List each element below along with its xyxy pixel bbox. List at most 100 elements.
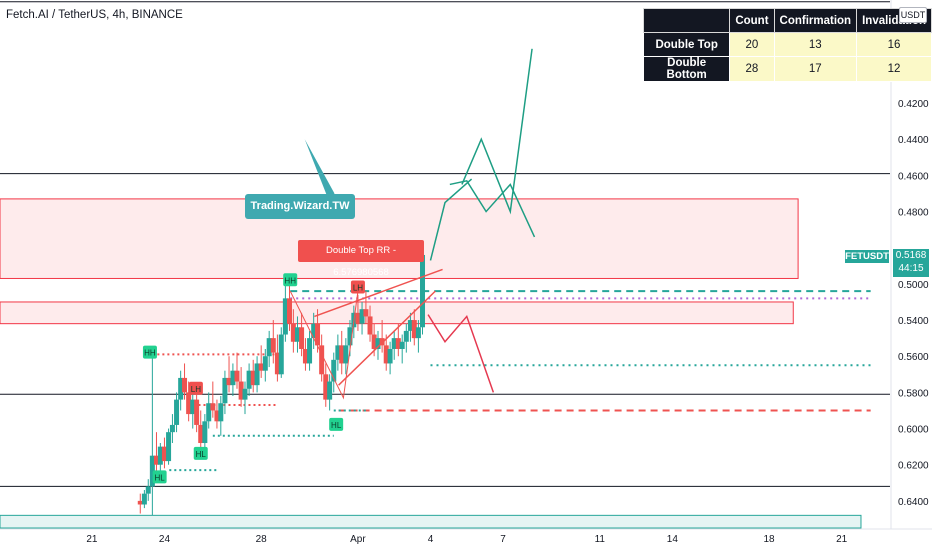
candle-body: [407, 320, 413, 331]
stats-cell-invalidation: 12: [856, 56, 932, 82]
candle-body: [250, 370, 256, 386]
candle-body: [169, 424, 175, 433]
candle-body: [206, 403, 212, 422]
time-tick-label: 21: [836, 534, 848, 545]
triangle-resistance-line: [314, 268, 443, 318]
candle-body: [278, 334, 284, 375]
candle-body: [391, 338, 397, 349]
stats-cell-count: 20: [729, 32, 775, 57]
candle-body: [202, 421, 208, 444]
candle-body: [234, 370, 240, 382]
symbol-tag: FETUSDT: [845, 250, 889, 263]
candle-body: [335, 345, 341, 360]
candle-body: [157, 446, 163, 465]
pivot-label: HL: [196, 450, 207, 459]
price-tick-label: 0.5000: [898, 280, 929, 291]
stats-row-double-bottom: Double Bottom 28 17 12: [642, 56, 932, 82]
candle-body: [367, 316, 373, 335]
candle-body: [141, 493, 147, 505]
candle-body: [411, 320, 417, 339]
candle-body: [294, 327, 300, 342]
candle-body: [420, 254, 426, 328]
candle-body: [222, 377, 228, 404]
pattern-stats-table: Count Confirmation Invalidation Double T…: [642, 8, 932, 82]
candle-body: [230, 370, 236, 386]
pivot-marker: [350, 280, 365, 294]
candle-body: [194, 399, 200, 425]
supply-zone: [0, 301, 794, 325]
pivot-marker: [283, 273, 298, 287]
candle-body: [395, 338, 401, 349]
bullish-projection-c: [449, 179, 536, 238]
stats-col-confirmation: Confirmation: [773, 8, 858, 33]
price-tick-label: 0.6200: [898, 461, 929, 472]
pivot-label: HH: [284, 276, 296, 285]
chart-title: Fetch.AI / TetherUS, 4h, BINANCE: [6, 9, 183, 21]
candle-body: [226, 377, 232, 386]
pivot-marker: [193, 446, 208, 460]
price-tick-label: 0.5400: [898, 316, 929, 327]
candle-body: [307, 338, 313, 364]
time-tick-label: 14: [667, 534, 679, 545]
candle-body: [371, 334, 377, 349]
candle-body: [186, 392, 192, 415]
price-tick-label: 0.4600: [898, 171, 929, 182]
candle-body: [254, 363, 260, 386]
candle-body: [198, 424, 204, 444]
candle-body: [355, 312, 361, 324]
candle-body: [375, 338, 381, 349]
pivot-label: HL: [331, 421, 342, 430]
stats-row-label: Double Bottom: [642, 56, 731, 82]
stats-col-blank: [642, 8, 731, 33]
candle-body: [387, 348, 393, 364]
candle-body: [218, 403, 224, 422]
price-tick-label: 0.4400: [898, 135, 929, 146]
currency-unit-label[interactable]: USDT: [899, 7, 927, 23]
stats-header-row: Count Confirmation Invalidation: [642, 8, 932, 33]
candle-body: [242, 388, 248, 400]
time-tick-label: 18: [764, 534, 776, 545]
candle-body: [299, 327, 305, 349]
stats-cell-confirmation: 13: [773, 32, 858, 57]
candle-body: [359, 309, 365, 324]
stats-cell-confirmation: 17: [773, 56, 858, 82]
bullish-projection-b: [461, 48, 533, 215]
price-tick-label: 0.5600: [898, 352, 929, 363]
rr-label: Double Top RR - 6.576980568: [298, 240, 424, 278]
time-tick-label: 21: [86, 534, 98, 545]
candle-body: [145, 486, 151, 494]
bar-countdown: 44:15: [898, 263, 924, 274]
candle-body: [178, 377, 184, 400]
candle-body: [137, 500, 143, 505]
candle-body: [270, 338, 276, 353]
candle-body: [331, 359, 337, 382]
candle-body: [327, 381, 333, 400]
candle-body: [149, 455, 155, 487]
candle-body: [166, 432, 172, 462]
candle-body: [174, 399, 180, 425]
candle-body: [182, 377, 188, 393]
candle-body: [339, 345, 345, 364]
pattern-drawings: HH HL HL LH HH HL LH: [142, 48, 536, 484]
pivot-marker: [152, 470, 167, 484]
price-tick-label: 0.4200: [898, 99, 929, 110]
stats-row-label: Double Top: [642, 32, 731, 57]
time-tick-label: 7: [500, 534, 506, 545]
candle-body: [258, 363, 264, 371]
price-tick-label: 0.5800: [898, 388, 929, 399]
pivot-label: LH: [191, 385, 201, 394]
stats-row-double-top: Double Top 20 13 16: [642, 32, 932, 57]
candles-layer: [137, 247, 426, 516]
zones-layer: [0, 198, 862, 529]
candle-body: [379, 338, 385, 346]
candle-body: [153, 455, 159, 465]
time-tick-label: 4: [428, 534, 434, 545]
pivot-label: HH: [144, 349, 156, 358]
candle-body: [210, 403, 216, 411]
candle-body: [347, 327, 353, 346]
stats-cell-invalidation: 16: [856, 32, 932, 57]
brand-callout-pointer: [304, 139, 335, 201]
time-tick-label: 11: [595, 534, 606, 545]
